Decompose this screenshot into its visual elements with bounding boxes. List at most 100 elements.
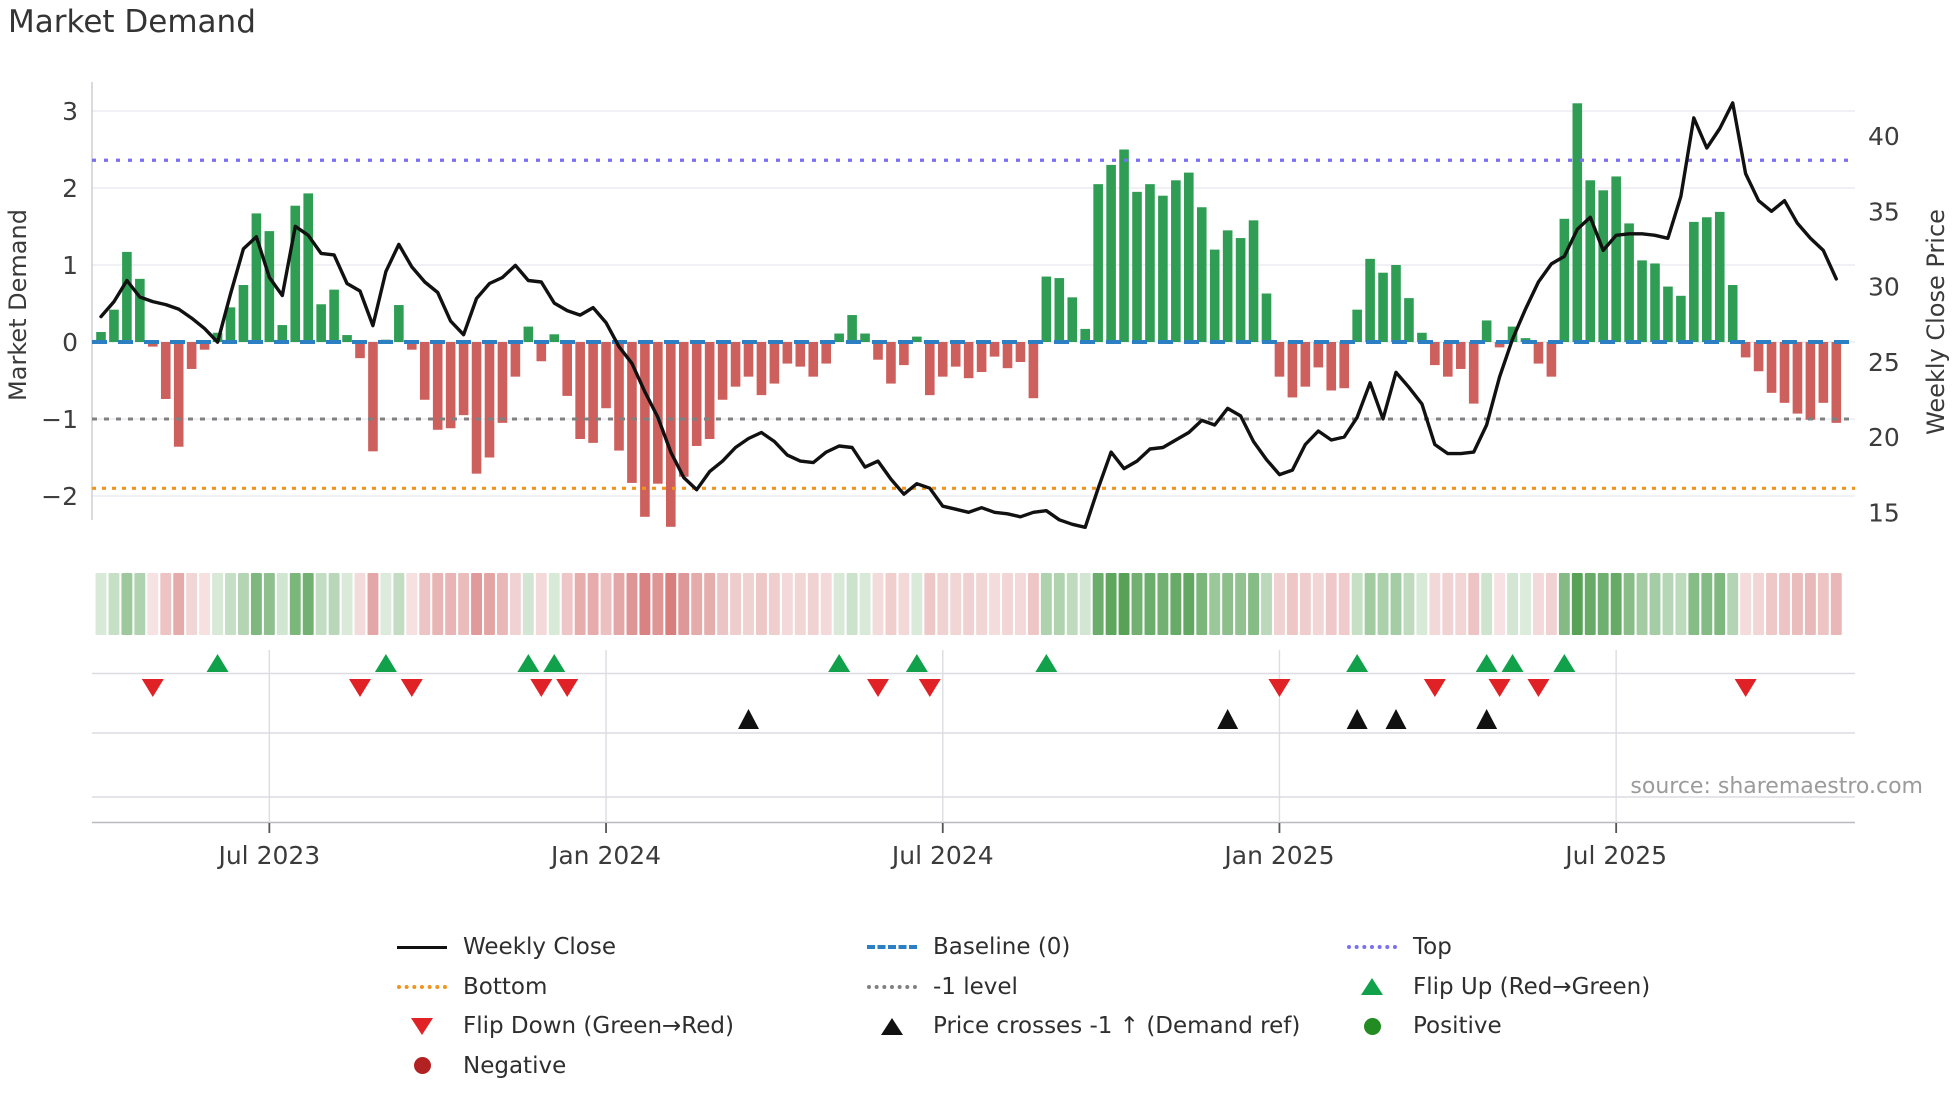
- demand-bar-negative: [1300, 342, 1311, 387]
- heatmap-cell: [1584, 573, 1596, 635]
- heatmap-cell: [898, 573, 910, 635]
- demand-bar-positive: [1209, 249, 1220, 342]
- heatmap-cell: [885, 573, 897, 635]
- demand-bar-negative: [769, 342, 780, 384]
- heatmap-cell: [1597, 573, 1609, 635]
- demand-bar-positive: [264, 231, 275, 342]
- heatmap-cell: [1248, 573, 1259, 635]
- demand-bar-negative: [1339, 342, 1349, 389]
- demand-bar-positive: [1585, 180, 1596, 342]
- left-tick-label: 0: [62, 328, 78, 357]
- legend-label: -1 level: [933, 973, 1018, 1000]
- left-tick-label: −2: [41, 482, 78, 511]
- demand-bar-positive: [834, 333, 844, 342]
- demand-bar-positive: [1378, 272, 1388, 342]
- legend-label: Top: [1413, 934, 1452, 960]
- demand-bar-positive: [1106, 164, 1116, 342]
- demand-bar-negative: [588, 342, 598, 443]
- heatmap-cell: [173, 573, 185, 635]
- demand-bar-positive: [316, 304, 326, 342]
- right-tick-label: 35: [1868, 197, 1900, 226]
- heatmap-cell: [1779, 573, 1790, 635]
- heatmap-cell: [458, 573, 470, 635]
- heatmap-cell: [419, 573, 431, 635]
- heatmap-cell: [1740, 573, 1752, 635]
- legend-item: Price crosses -1 ↑ (Demand ref): [865, 1012, 1300, 1040]
- demand-bar-positive: [1417, 332, 1427, 342]
- legend-label: Flip Down (Green→Red): [463, 1013, 734, 1039]
- legend-label: Bottom: [463, 973, 548, 1000]
- demand-bar-negative: [808, 342, 819, 377]
- legend-item: Weekly Close: [395, 933, 616, 961]
- heatmap-cell: [1429, 573, 1441, 635]
- left-tick-label: 3: [62, 97, 78, 126]
- right-tick-label: 25: [1868, 348, 1900, 377]
- heatmap-cell: [121, 573, 133, 635]
- legend-label: Flip Up (Red→Green): [1413, 973, 1651, 1000]
- heatmap-cell: [1105, 573, 1117, 635]
- demand-bar-negative: [419, 342, 430, 400]
- heatmap-cell: [1649, 573, 1661, 635]
- demand-bar-positive: [912, 336, 922, 342]
- demand-bar-positive: [1391, 265, 1401, 342]
- chart-svg: 3 2 1 0 −1 −2 40 35 30 25 20 15 Market Demand Weekly …: [4, 82, 1950, 870]
- heatmap-cell: [225, 573, 236, 635]
- flip-up-icon: [905, 654, 928, 672]
- heatmap-cell: [1533, 573, 1544, 635]
- heatmap-cell: [976, 573, 988, 635]
- heatmap-cell: [937, 573, 949, 635]
- heatmap-cell: [484, 573, 495, 635]
- heatmap-cell: [1312, 573, 1324, 635]
- heatmap-cell: [911, 573, 923, 635]
- heatmap-cell: [289, 573, 301, 635]
- legend-label: Baseline (0): [933, 934, 1071, 960]
- heatmap-cell: [1377, 573, 1389, 635]
- demand-bar-positive: [1080, 328, 1090, 342]
- heatmap-cell: [820, 573, 832, 635]
- price-cross-icon: [1385, 709, 1407, 729]
- flip-up-icon: [1361, 978, 1383, 995]
- demand-bar-positive: [135, 278, 145, 342]
- demand-bar-positive: [523, 326, 534, 342]
- heatmap-cell: [263, 573, 275, 635]
- legend-item: Flip Up (Red→Green): [1345, 973, 1650, 1001]
- demand-bar-positive: [1145, 184, 1155, 342]
- demand-bar-negative: [782, 342, 793, 364]
- demand-bar-negative: [199, 342, 210, 350]
- demand-bar-positive: [1676, 295, 1686, 342]
- heatmap-cell: [250, 573, 262, 635]
- heatmap-cell: [548, 573, 560, 635]
- heatmap-cell: [380, 573, 392, 635]
- heatmap-cell: [1623, 573, 1635, 635]
- legend-swatch: [1345, 1017, 1399, 1035]
- heatmap-cell: [1662, 573, 1674, 635]
- heatmap-cell: [691, 573, 703, 635]
- demand-bar-negative: [795, 342, 806, 367]
- legend-swatch: [395, 945, 449, 949]
- demand-bar-negative: [873, 342, 883, 360]
- heatmap-cell: [1222, 573, 1234, 635]
- heatmap-cell: [678, 573, 690, 635]
- heatmap-cell: [1830, 573, 1842, 635]
- heatmap-cell: [1286, 573, 1298, 635]
- flip-down-icon: [141, 679, 164, 697]
- heatmap-cell: [989, 573, 1000, 635]
- price-line: [99, 101, 1838, 529]
- reference-lines: [92, 158, 1855, 490]
- demand-bar-negative: [1533, 342, 1544, 364]
- demand-bar-negative: [950, 342, 961, 367]
- heatmap-cell: [509, 573, 521, 635]
- demand-bar-positive: [1171, 180, 1181, 342]
- flip-up-icon: [374, 654, 397, 672]
- weekly-close-line-icon: [397, 945, 447, 949]
- heatmap-cell: [160, 573, 172, 635]
- heatmap-cell: [704, 573, 716, 635]
- legend-swatch: [865, 1017, 919, 1035]
- heatmap-cell: [794, 573, 806, 635]
- flip-down-icon: [918, 679, 941, 697]
- heatmap-cell: [497, 573, 508, 635]
- heatmap-cell: [302, 573, 314, 635]
- left-axis-title: Market Demand: [4, 209, 32, 401]
- demand-bar-negative: [976, 342, 987, 373]
- legend-item: Bottom: [395, 973, 547, 1001]
